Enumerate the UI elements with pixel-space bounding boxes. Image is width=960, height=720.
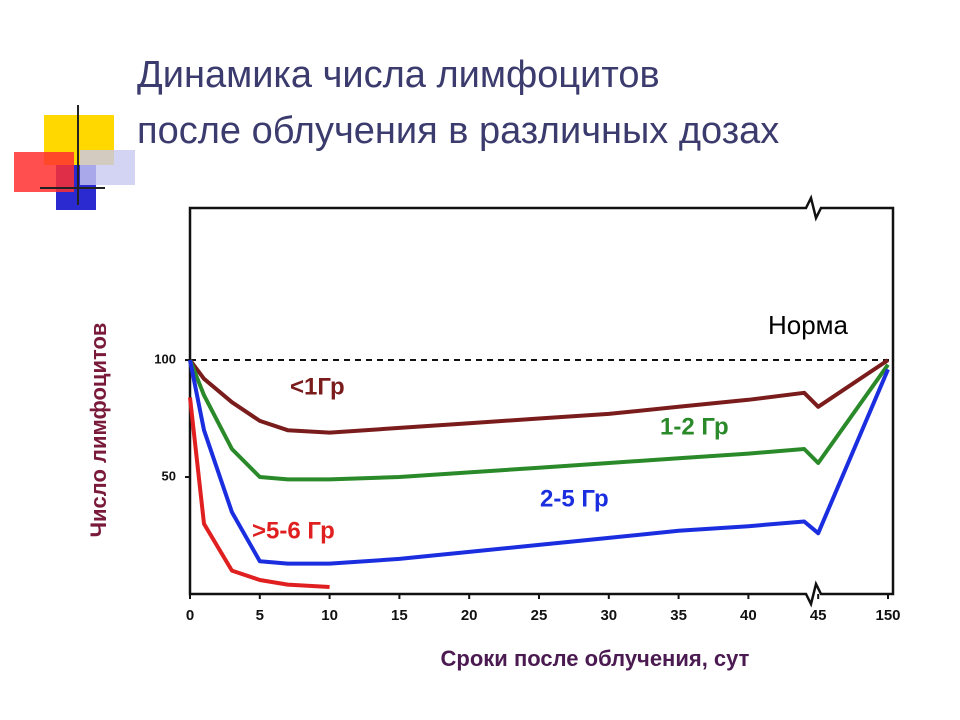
y-tick-label: 100 bbox=[154, 351, 176, 366]
x-tick-label: 15 bbox=[391, 607, 408, 624]
x-tick-label: 150 bbox=[875, 607, 900, 624]
series-label: <1Гр bbox=[290, 373, 345, 400]
x-tick-label: 20 bbox=[461, 607, 478, 624]
y-tick-label: 50 bbox=[162, 468, 176, 483]
series-label: 2-5 Гр bbox=[540, 485, 609, 512]
x-tick-label: 5 bbox=[256, 607, 264, 624]
series-line bbox=[188, 359, 890, 566]
x-tick-label: 10 bbox=[321, 607, 338, 624]
title: Динамика числа лимфоцитов bbox=[137, 54, 660, 96]
series-line bbox=[188, 359, 890, 482]
series-label: >5-6 Гр bbox=[252, 517, 335, 544]
norm-label: Норма bbox=[768, 310, 849, 340]
axes-frame bbox=[188, 194, 895, 608]
title: после облучения в различных дозах bbox=[137, 110, 779, 152]
x-tick-label: 30 bbox=[600, 607, 617, 624]
series-label: 1-2 Гр bbox=[660, 413, 729, 440]
x-tick-label: 35 bbox=[670, 607, 687, 624]
x-tick-label: 40 bbox=[740, 607, 757, 624]
x-tick-label: 45 bbox=[810, 607, 827, 624]
series-line bbox=[188, 397, 330, 589]
decor bbox=[80, 150, 135, 185]
x-tick-label: 0 bbox=[186, 607, 194, 624]
decor bbox=[14, 152, 74, 192]
x-tick-label: 25 bbox=[531, 607, 548, 624]
series-line bbox=[188, 358, 890, 435]
y-axis-label: Число лимфоцитов bbox=[86, 323, 111, 538]
x-axis-label: Сроки после облучения, сут bbox=[441, 646, 750, 671]
